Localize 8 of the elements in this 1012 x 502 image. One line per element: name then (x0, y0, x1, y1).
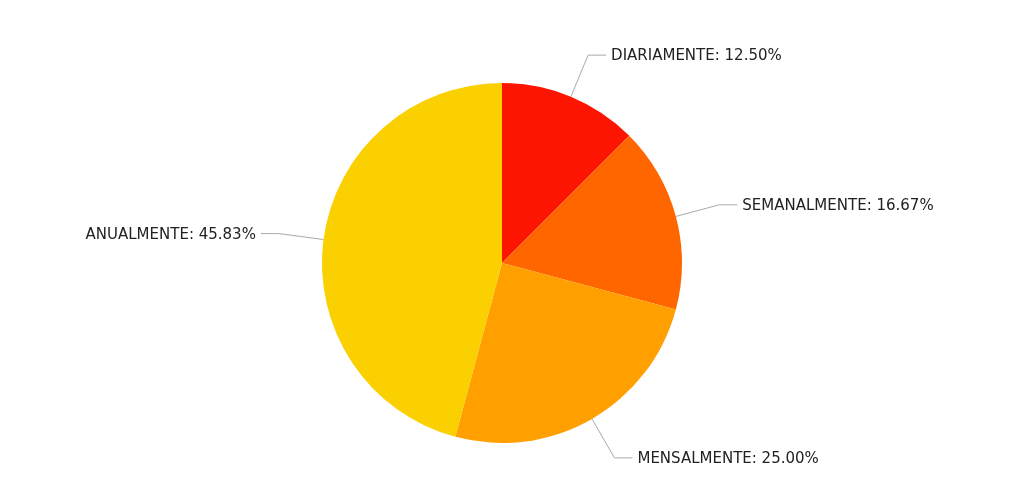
pie-slice (502, 135, 682, 310)
slice-label: ANUALMENTE: 45.83% (85, 224, 256, 243)
slice-label: MENSALMENTE: 25.00% (637, 448, 819, 467)
pie-slice (455, 263, 676, 443)
pie-slice (322, 83, 502, 437)
slice-label: SEMANALMENTE: 16.67% (742, 195, 934, 214)
slice-label: DIARIAMENTE: 12.50% (611, 46, 782, 65)
pie-slice (502, 83, 630, 263)
